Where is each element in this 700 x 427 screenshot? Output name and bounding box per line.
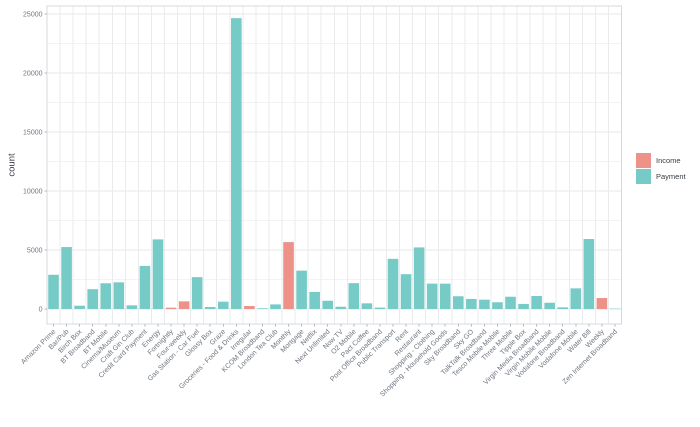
y-tick-label: 20000: [23, 71, 43, 78]
bar-now-tv: [335, 306, 347, 309]
legend-label: Payment: [656, 172, 686, 181]
bar-pact-coffee: [361, 303, 373, 309]
bar-next-unlimited: [322, 300, 334, 309]
bar-three-mobile: [505, 296, 516, 309]
bar-irregular: [244, 306, 255, 309]
y-tick-label: 15000: [23, 130, 43, 137]
bar-o2-mobile: [348, 283, 360, 309]
bar-energy: [152, 239, 164, 309]
bar-vodafone-broadband: [557, 307, 569, 309]
bar-virgin-media-broadband: [531, 296, 542, 309]
bar-sky-go: [466, 298, 477, 309]
y-axis-title: count: [6, 153, 18, 177]
bar-shopping-clothing: [426, 283, 438, 309]
y-tick-label: 25000: [23, 12, 43, 19]
bar-bt-broadband: [87, 289, 98, 309]
legend-label: Income: [656, 156, 681, 165]
bar-mortgage: [296, 270, 307, 309]
bar-craft-gin-club: [126, 305, 138, 309]
bar-gas-station-car-fuel: [191, 277, 203, 309]
bar-monthly: [283, 242, 294, 309]
bar-vodafone-mobile: [570, 288, 582, 309]
bar-restaurant: [413, 247, 425, 309]
bar-netflix: [309, 291, 320, 309]
bar-groceries-food-drinks: [231, 18, 242, 309]
bar-glossy-box: [204, 306, 216, 309]
legend-item-income: Income: [636, 153, 686, 168]
bar-graze: [217, 301, 229, 309]
bar-virgin-mobile-mobile: [544, 302, 555, 309]
bar-talktalk-broadband: [479, 299, 490, 309]
bar-water-bill: [583, 239, 595, 309]
bar-amazon-prime: [48, 274, 59, 309]
bar-tesco-mobile-mobile: [492, 302, 503, 309]
y-tick-label: 0: [39, 307, 43, 314]
bar-rent: [400, 274, 412, 309]
bar-birch-box: [74, 305, 85, 309]
legend-swatch: [636, 153, 651, 168]
y-tick-label: 10000: [23, 189, 43, 196]
y-tick-label: 5000: [27, 248, 43, 255]
bar-four-weekly: [178, 301, 190, 309]
panel-border: [46, 5, 622, 325]
bar-sky-broadband: [452, 296, 464, 309]
legend-item-payment: Payment: [636, 169, 686, 184]
bar-tipple-box: [518, 303, 529, 309]
bar-weekly: [596, 298, 608, 309]
bar-public-transport: [387, 258, 399, 309]
bar-bt-mobile: [100, 283, 112, 309]
bar-post-office-broadband: [374, 307, 386, 309]
bar-fortnightly: [165, 307, 177, 309]
legend-swatch: [636, 169, 651, 184]
bar-kcom-broadband: [257, 308, 268, 309]
bar-credit-card-payment: [139, 265, 151, 309]
bar-shopping-household-goods: [439, 283, 451, 309]
bar-cinema-museum: [113, 282, 125, 309]
legend: Income Payment: [636, 153, 686, 185]
bar-london-tea-club: [270, 304, 281, 309]
bar-bar-pub: [61, 247, 72, 309]
